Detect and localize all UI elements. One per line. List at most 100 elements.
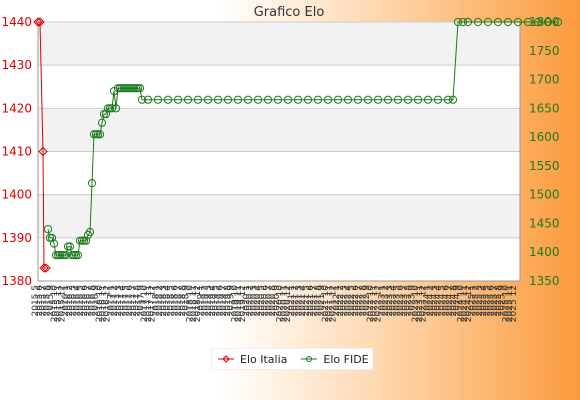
elo-fide-point [283,95,293,104]
x-tick-label: 2025 9 [498,285,508,317]
x-tick-label: 2021 11 [325,285,335,322]
x-tick-label: 2025 2 [471,285,481,317]
x-tick-label: 2019 5 [212,285,222,317]
x-tick-label: 2025 4 [479,285,489,317]
y-left-tick-label: 1390 [1,231,32,245]
elo-fide-point [117,84,127,93]
elo-fide-point [203,95,213,104]
x-tick-label: 2016 8 [88,285,98,317]
x-tick-label: 2017 3 [114,285,124,317]
x-tick-label: 2022 11 [370,285,380,322]
x-tick-label: 2023 10 [411,285,421,322]
elo-fide-point [343,95,353,104]
elo-fide-point [523,17,533,27]
x-tick-label: 2017 8 [133,285,143,317]
elo-fide-point [213,95,223,104]
x-tick-label: 2024 2 [426,285,436,317]
elo-fide-point [73,251,83,260]
x-tick-label: 2024 3 [430,285,440,317]
elo-fide-point [458,17,468,27]
x-tick-label: 2019 3 [204,285,214,317]
x-tick-label: 2020 12 [283,285,293,322]
x-tick-label: 2025 3 [475,285,485,317]
elo-fide-point [57,251,67,260]
x-tick-label: 2018 9 [182,285,192,317]
y-right-tick-label: 1700 [529,73,560,87]
x-tick-label: 2024 7 [445,285,455,317]
x-tick-label: 2021 12 [328,285,338,322]
x-tick-label: 2025 8 [494,285,504,317]
x-tick-label: 2022 6 [351,285,361,317]
x-tick-label: 2023 8 [404,285,414,317]
y-right-tick-label: 1400 [529,245,560,259]
x-tick-label: 2025 10 [502,285,512,322]
x-tick-label: 2024 11 [460,285,470,322]
x-tick-label: 2020 5 [257,285,267,317]
y-right-tick-label: 1350 [529,274,560,288]
elo-fide-point [143,95,153,104]
elo-fide-point [303,95,313,104]
x-tick-label: 2015 7 [39,285,49,317]
x-tick-label: 2025 5 [483,285,493,317]
elo-fide-point [137,95,147,104]
x-tick-label: 2020 8 [268,285,278,317]
elo-fide-point [55,251,65,260]
x-tick-label: 2018 5 [167,285,177,317]
y-right-tick-label: 1450 [529,216,560,230]
x-tick-label: 2024 12 [464,285,474,322]
elo-fide-point [45,233,55,242]
elo-fide-point [43,225,53,234]
y-left-tick-label: 1420 [1,101,32,115]
x-tick-label: 2020 7 [264,285,274,317]
elo-fide-point [99,109,109,119]
elo-fide-point [513,17,523,27]
x-tick-label: 2015 6 [35,285,45,317]
x-tick-label: 2015 9 [46,285,56,317]
elo-fide-point [263,95,273,104]
x-tick-label: 2022 1 [332,285,342,317]
elo-fide-point [61,251,71,260]
y-left-tick-label: 1430 [1,58,32,72]
elo-fide-point [47,233,57,242]
x-tick-label: 2019 10 [231,285,241,322]
elo-italia-point [35,17,45,27]
elo-fide-point [127,84,137,93]
x-tick-label: 2015 10 [50,285,60,322]
x-tick-label: 2025 11 [505,285,515,322]
x-tick-label: 2019 2 [200,285,210,317]
elo-fide-point [97,118,107,127]
legend-marker-elo-fide [301,356,318,362]
elo-fide-point [373,95,383,104]
x-tick-label: 2021 9 [317,285,327,317]
x-tick-label: 2017 9 [136,285,146,317]
x-tick-label: 2019 1 [197,285,207,317]
elo-fide-point [93,130,103,139]
y-left-tick-label: 1380 [1,274,32,288]
x-tick-label: 2017 10 [140,285,150,322]
elo-fide-point [123,84,133,93]
elo-fide-point [448,95,458,104]
x-tick-label: 2021 7 [310,285,320,317]
x-tick-label: 2023 11 [415,285,425,322]
legend-item-elo-italia: Elo Italia [218,353,287,366]
x-tick-label: 2017 12 [148,285,158,322]
elo-fide-point [173,95,183,104]
elo-fide-point [443,95,453,104]
elo-fide-point [533,17,543,27]
elo-fide-point [65,242,75,251]
legend-marker-elo-italia [218,355,234,363]
x-tick-label: 2016 12 [103,285,113,322]
y-left-tick-label: 1400 [1,188,32,202]
elo-fide-point [253,95,263,104]
x-tick-label: 2020 2 [246,285,256,317]
x-tick-label: 2021 5 [302,285,312,317]
elo-fide-point [153,95,163,104]
x-tick-label: 2022 7 [355,285,365,317]
x-tick-label: 2021 3 [295,285,305,317]
x-tick-label: 2016 9 [91,285,101,317]
elo-fide-point [103,104,113,113]
elo-fide-point [107,104,117,113]
y-left-tick-label: 1440 [1,15,32,29]
elo-fide-point [193,95,203,104]
x-tick-label: 2021 2 [291,285,301,317]
